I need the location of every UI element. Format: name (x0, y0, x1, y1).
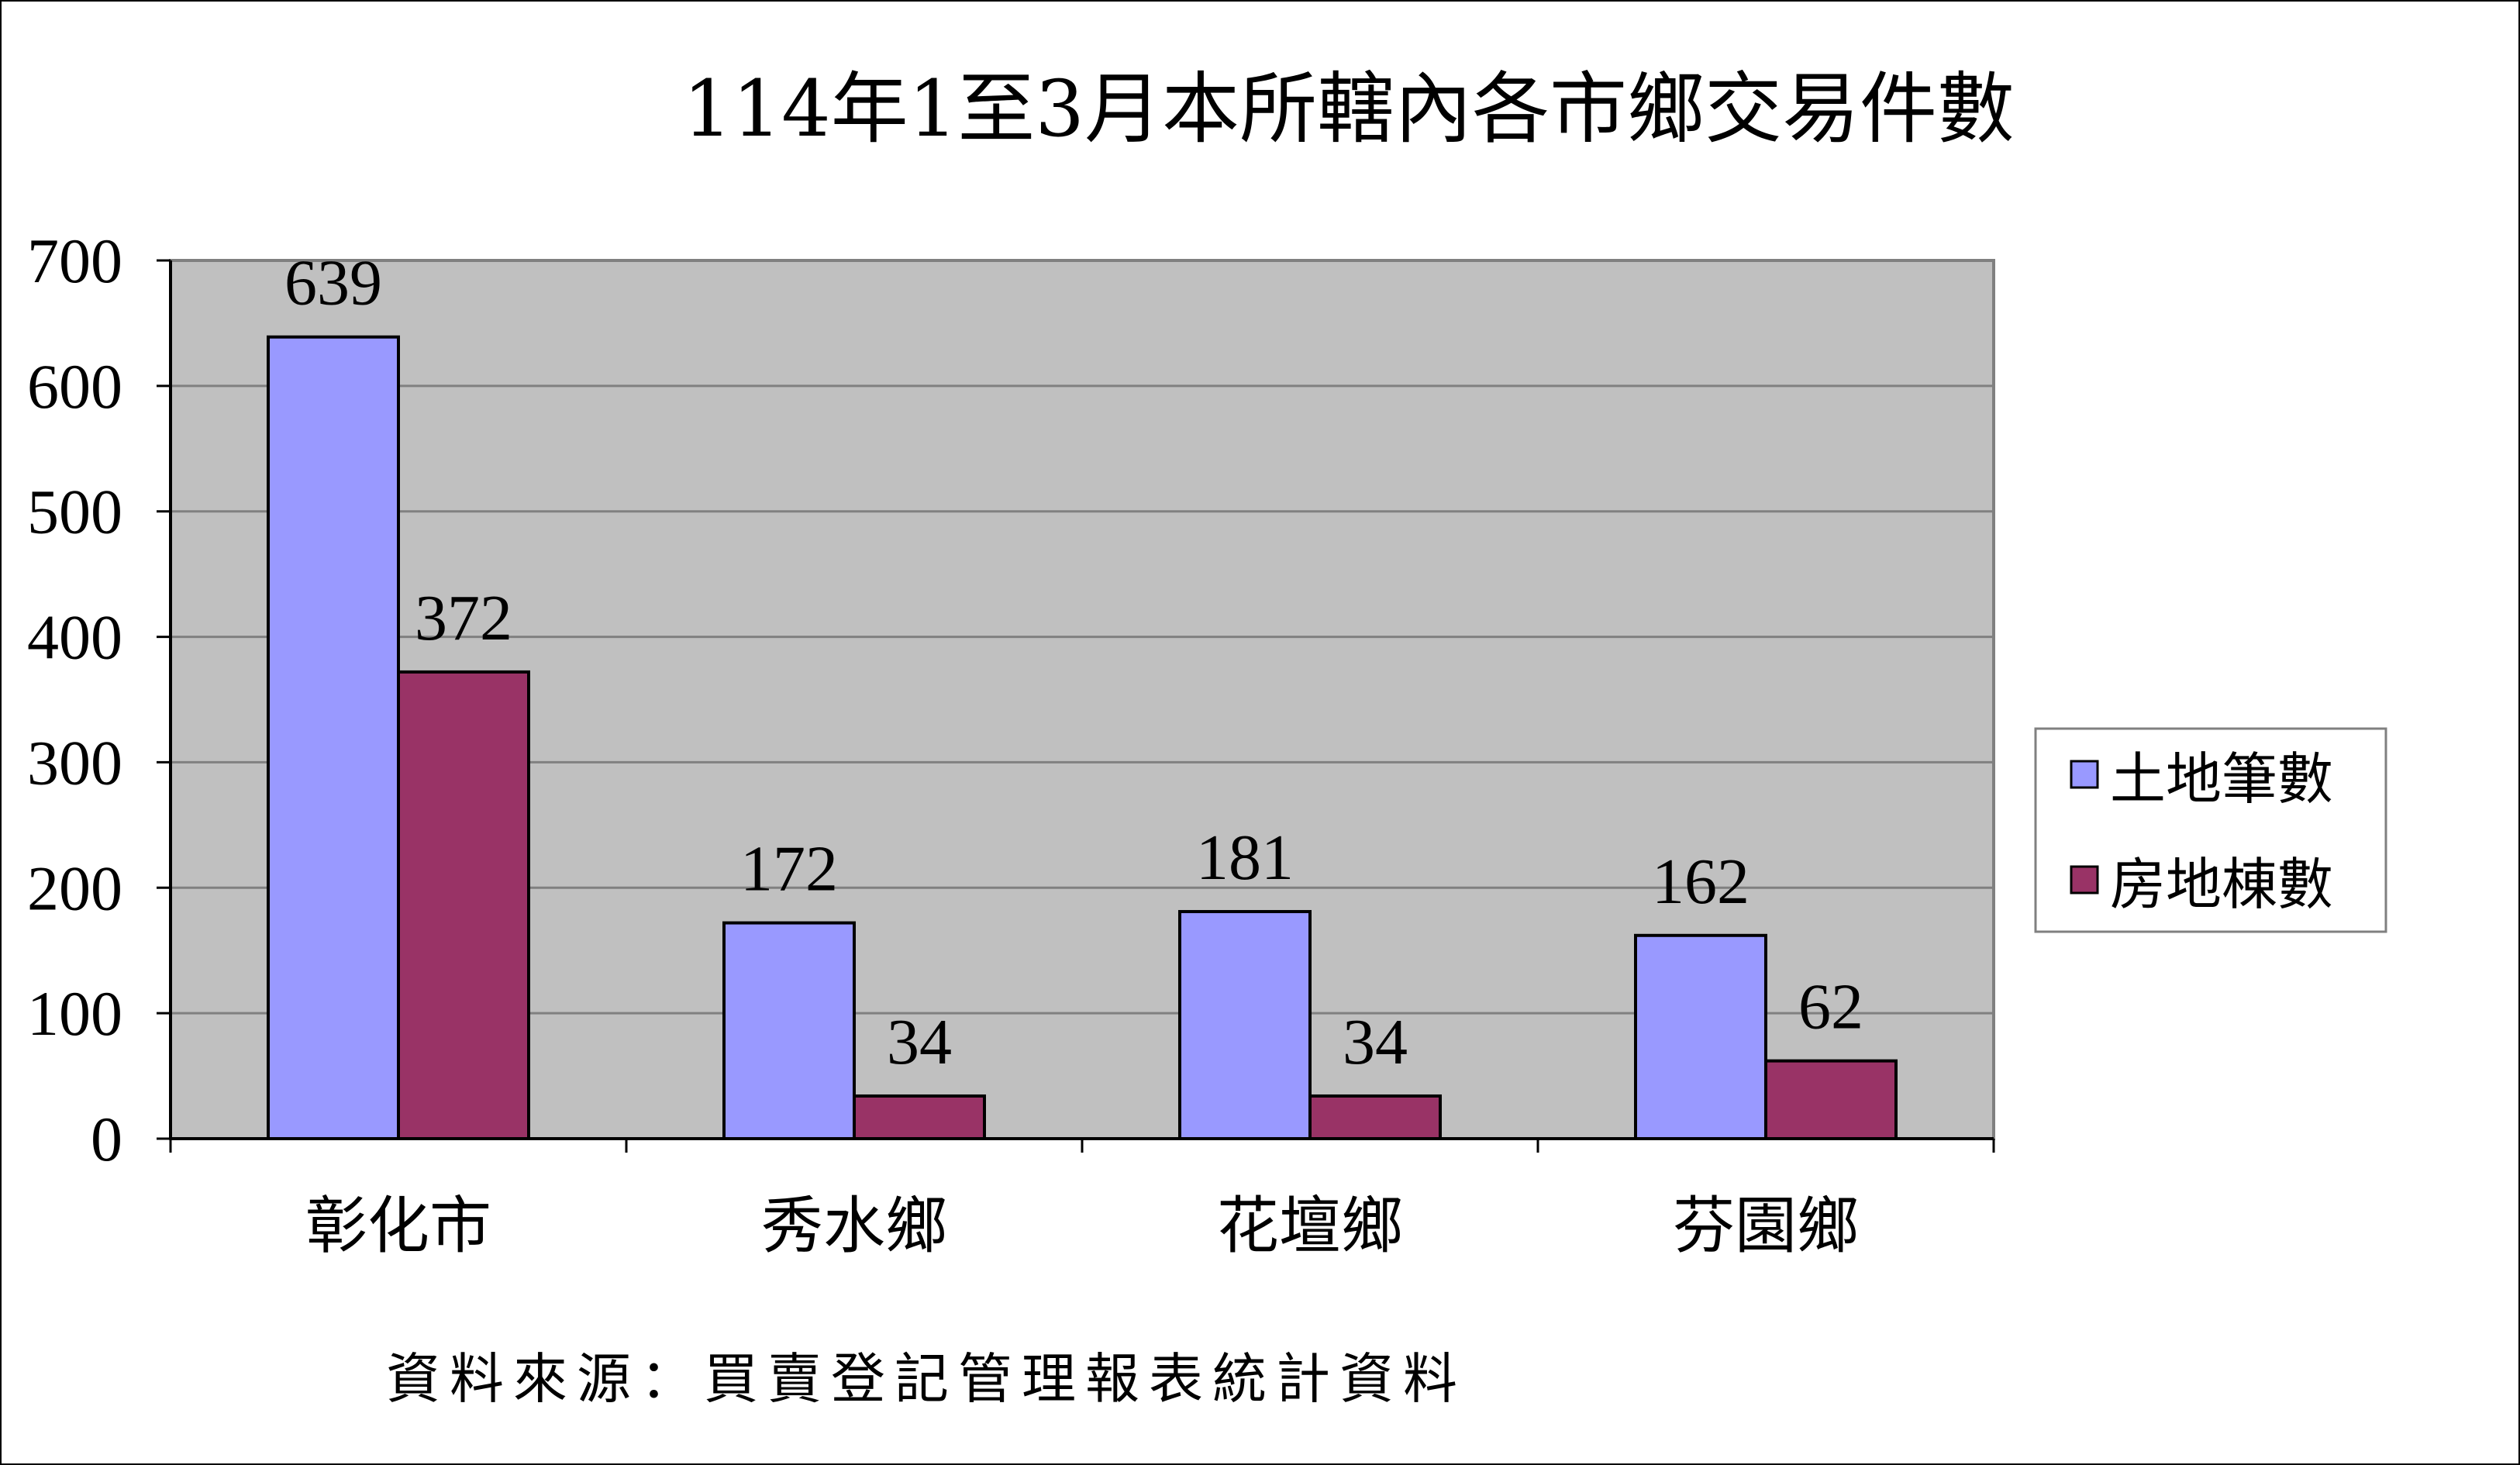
bar-land-3 (1634, 933, 1767, 1140)
legend-swatch-land (2070, 760, 2099, 789)
data-label: 372 (415, 582, 512, 654)
data-label: 172 (740, 833, 838, 905)
y-tick-label: 0 (91, 1104, 122, 1174)
legend-label-land: 土地筆數 (2110, 746, 2333, 812)
bar-building-3 (1764, 1059, 1898, 1140)
legend: 土地筆數 房地棟數 (2034, 727, 2387, 933)
bar-land-1 (722, 921, 856, 1140)
category-label: 芬園鄉 (1673, 1190, 1859, 1262)
y-tick-label: 300 (27, 727, 122, 798)
legend-label-building: 房地棟數 (2110, 852, 2333, 917)
y-tick-label: 700 (27, 226, 122, 296)
data-label: 34 (887, 1006, 952, 1078)
data-label: 639 (284, 247, 382, 319)
plot-area: 0 100 200 300 400 500 600 700 639 372 172 34 181 34 1… (27, 226, 1995, 1262)
bar-land-2 (1178, 910, 1312, 1140)
bars (267, 335, 1898, 1141)
category-label: 彰化市 (305, 1190, 491, 1262)
x-axis-ticks (169, 1139, 1995, 1153)
data-label: 162 (1652, 846, 1750, 918)
data-labels: 639 372 172 34 181 34 162 62 (284, 247, 1863, 1078)
y-tick-label: 600 (27, 351, 122, 422)
chart-title: 114年1至3月本所轄內各市鄉交易件數 (683, 64, 2015, 154)
bar-building-1 (853, 1094, 986, 1141)
source-note: 資料來源：買賣登記管理報表統計資料 (386, 1347, 1467, 1411)
legend-swatch-building (2070, 865, 2099, 895)
data-label: 34 (1343, 1006, 1408, 1078)
category-label: 花壇鄉 (1217, 1190, 1403, 1262)
data-label: 181 (1196, 822, 1294, 894)
category-labels: 彰化市 秀水鄉 花壇鄉 芬園鄉 (305, 1190, 1859, 1262)
y-tick-label: 200 (27, 853, 122, 923)
bar-building-0 (397, 670, 530, 1140)
y-tick-label: 400 (27, 602, 122, 673)
y-tick-label: 500 (27, 477, 122, 547)
data-label: 62 (1798, 971, 1863, 1043)
category-label: 秀水鄉 (761, 1190, 947, 1262)
bar-building-2 (1308, 1094, 1442, 1141)
y-axis-ticks: 0 100 200 300 400 500 600 700 (27, 226, 171, 1174)
y-tick-label: 100 (27, 978, 122, 1049)
bar-land-0 (267, 335, 400, 1140)
